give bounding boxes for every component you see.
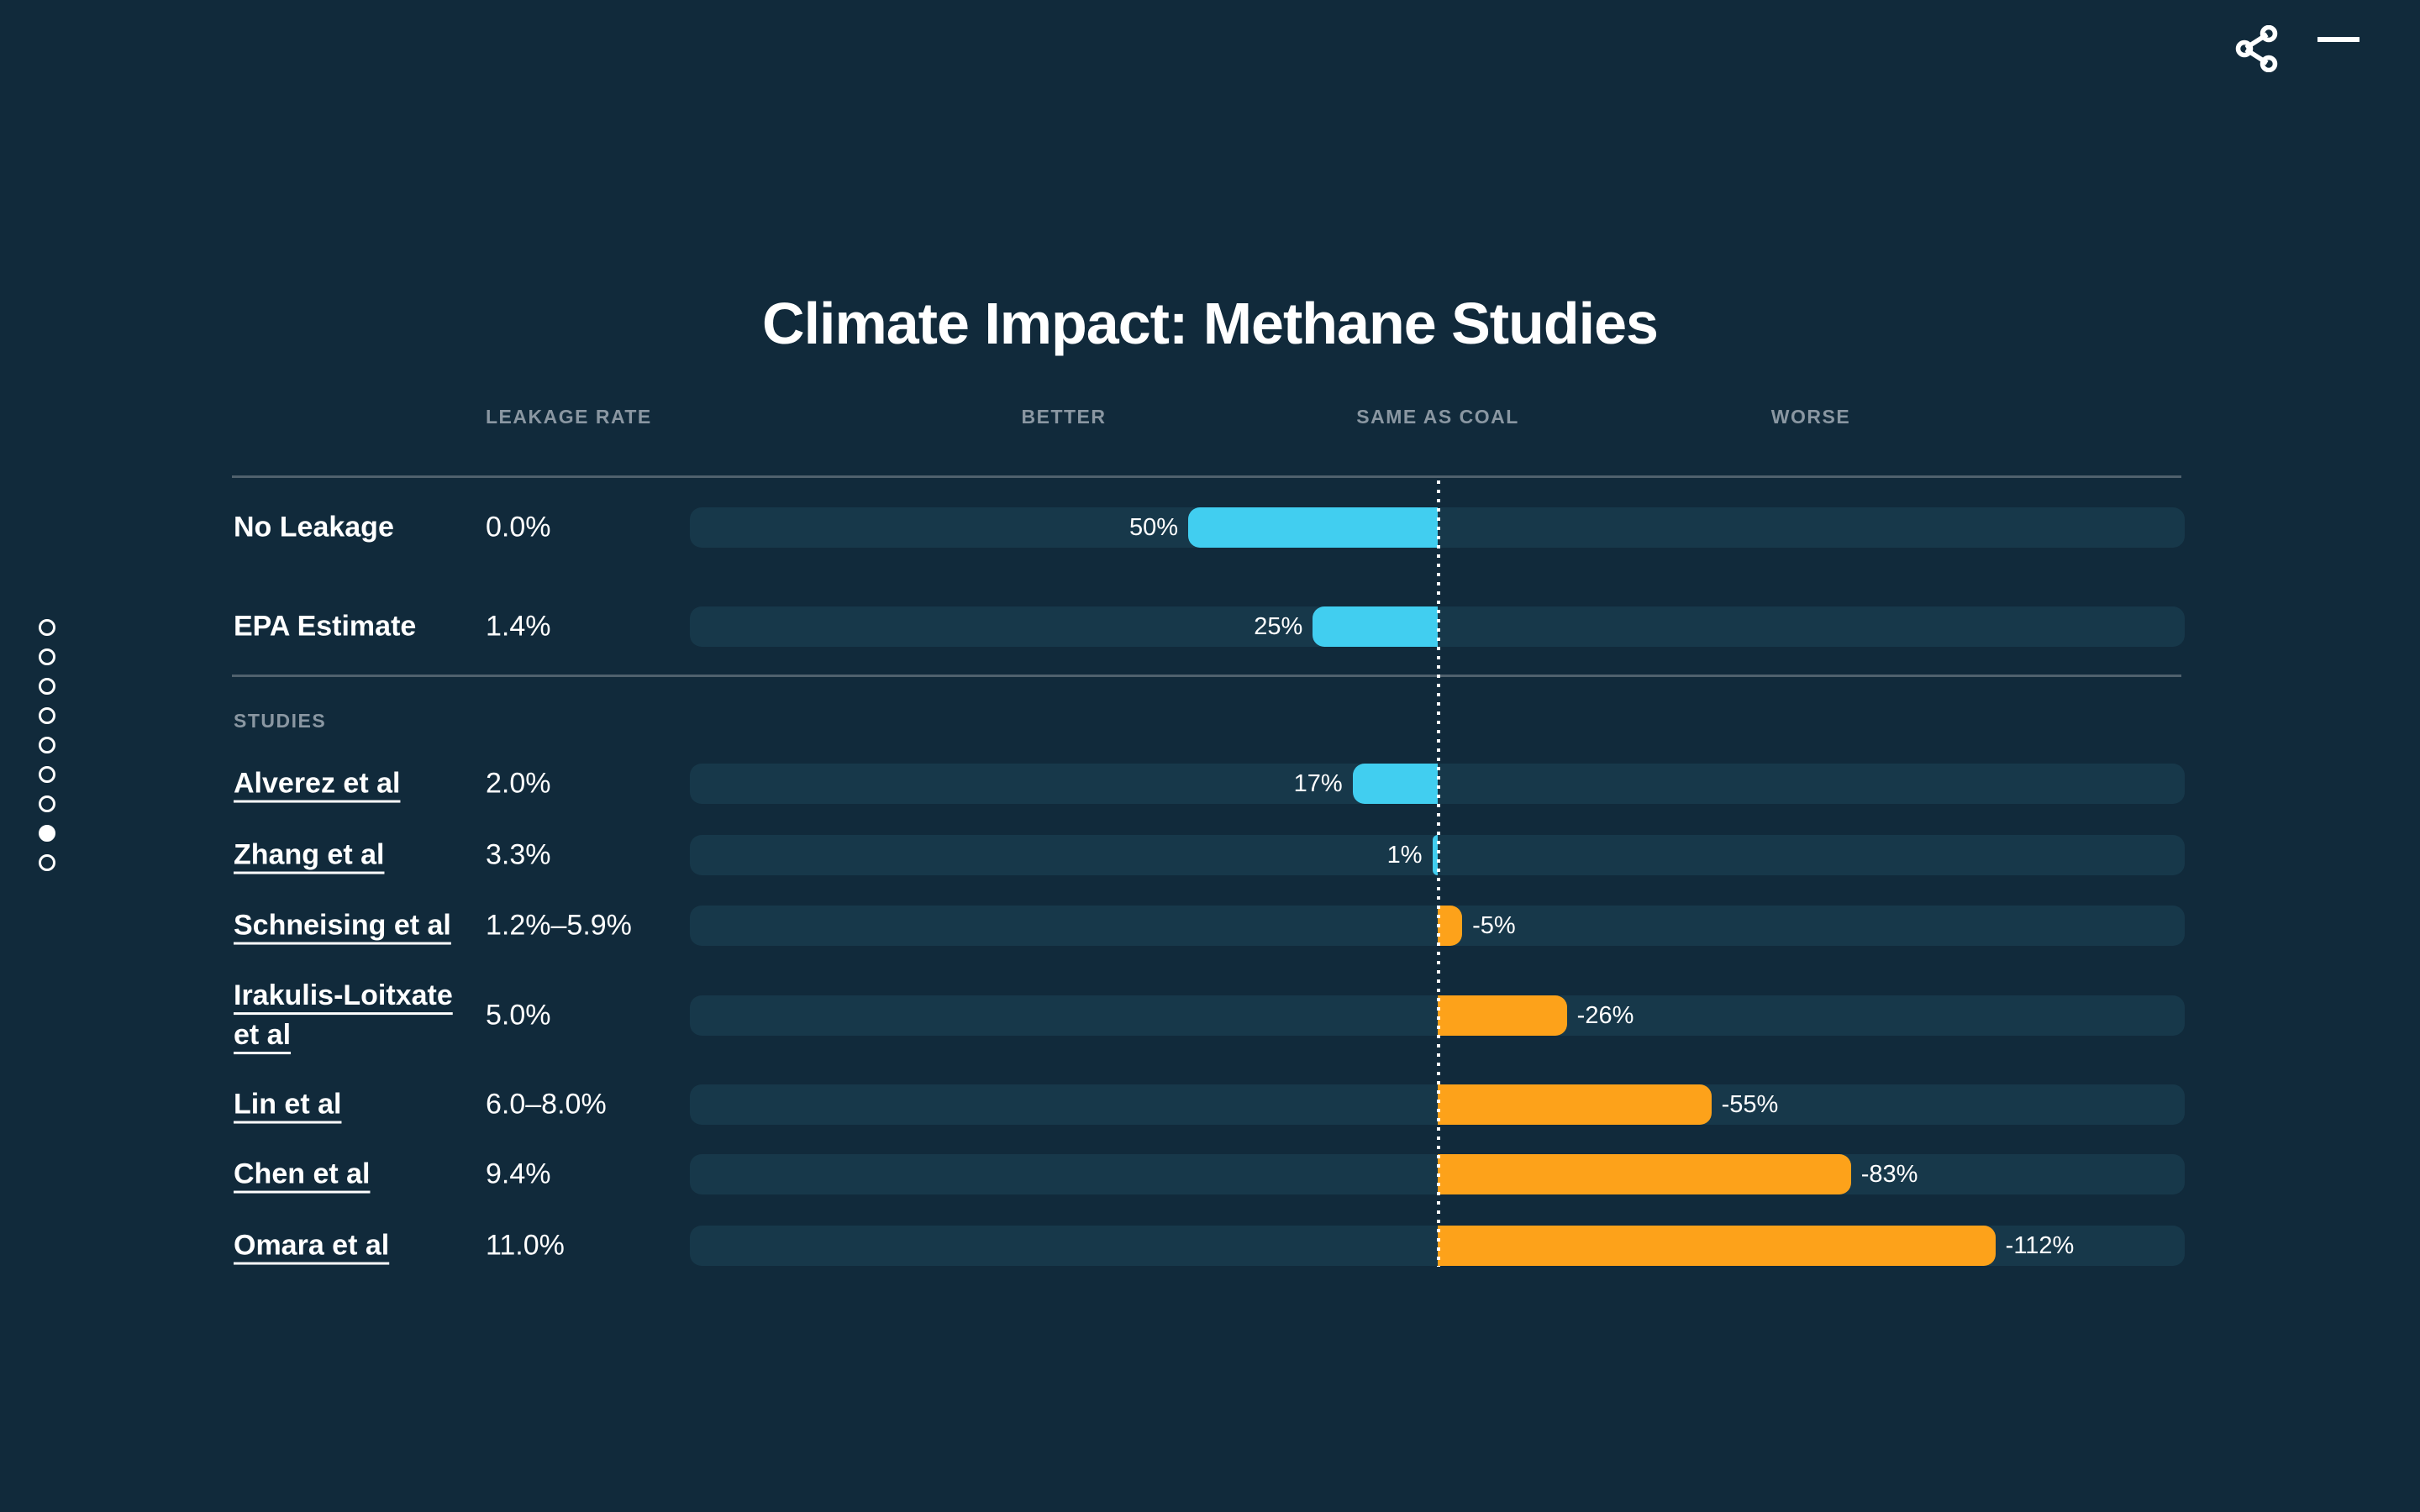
study-link[interactable]: Chen et al [234,1158,371,1190]
chart-row: Irakulis-Loitxate et al 5.0% -26% [234,979,2185,1051]
chart-row: Zhang et al 3.3% 1% [234,835,2185,875]
leakage-rate-value: 2.0% [486,767,551,800]
bar [1432,835,1438,875]
bar-value-label: 17% [1293,770,1343,797]
bar [1437,906,1463,946]
leakage-rate-value: 1.2%–5.9% [486,909,632,942]
bar-value-label: -5% [1472,912,1516,939]
study-link[interactable]: Lin et al [234,1088,342,1121]
menu-bar [2317,37,2360,42]
leakage-rate-value: 5.0% [486,999,551,1032]
study-link[interactable]: Omara et al [234,1229,390,1262]
bar [1437,995,1567,1036]
slide-dot-1[interactable] [39,619,55,636]
column-header-better: BETTER [1021,406,1107,428]
header-separator [232,475,2181,478]
studies-section-label: STUDIES [234,710,327,732]
slide-dot-8[interactable] [39,825,55,842]
leakage-rate-value: 11.0% [486,1229,565,1262]
slide-dot-6[interactable] [39,766,55,783]
study-link[interactable]: Schneising et al [234,909,451,942]
slide-dot-nav [39,619,55,871]
bar [1437,1226,1996,1266]
column-header-worse: WORSE [1770,406,1851,428]
column-header-leakage-rate: LEAKAGE RATE [486,406,652,428]
chart-row: EPA Estimate 1.4% 25% [234,606,2185,647]
share-icon[interactable] [2235,24,2279,73]
bar-value-label: 1% [1386,842,1423,869]
bar [1352,764,1438,804]
bar-value-label: -26% [1576,1002,1634,1029]
study-link[interactable]: Zhang et al [234,838,385,871]
bar-value-label: 50% [1128,514,1179,541]
slide-dot-7[interactable] [39,795,55,812]
bar-value-label: -112% [2005,1232,2075,1259]
row-label: No Leakage [234,511,394,543]
slide-dot-9[interactable] [39,854,55,871]
leakage-rate-value: 0.0% [486,511,551,543]
bar [1437,1084,1712,1125]
chart-row: No Leakage 0.0% 50% [234,507,2185,548]
leakage-rate-value: 1.4% [486,610,551,643]
bar-value-label: -83% [1860,1161,1918,1188]
bar [1437,1154,1851,1194]
slide-dot-2[interactable] [39,648,55,665]
leakage-rate-value: 3.3% [486,838,551,871]
chart-row: Omara et al 11.0% -112% [234,1226,2185,1266]
bar [1188,507,1438,548]
study-link[interactable]: Irakulis-Loitxate et al [234,979,453,1051]
bar [1313,606,1438,647]
row-label: EPA Estimate [234,610,417,643]
leakage-rate-value: 6.0–8.0% [486,1088,607,1121]
chart-row: Lin et al 6.0–8.0% -55% [234,1084,2185,1125]
same-as-coal-reference-line [1437,480,1440,1267]
chart-row: Chen et al 9.4% -83% [234,1154,2185,1194]
baseline-separator [232,675,2181,677]
bar-value-label: 25% [1254,613,1303,640]
slide-dot-5[interactable] [39,737,55,753]
leakage-rate-value: 9.4% [486,1158,551,1190]
page-title: Climate Impact: Methane Studies [762,290,1659,356]
slide-dot-3[interactable] [39,678,55,695]
menu-icon[interactable] [2317,37,2360,64]
chart-row: Schneising et al 1.2%–5.9% -5% [234,906,2185,946]
chart-row: Alverez et al 2.0% 17% [234,764,2185,804]
study-link[interactable]: Alverez et al [234,767,401,800]
bar-value-label: -55% [1721,1091,1779,1118]
column-header-same-as-coal: SAME AS COAL [1356,406,1519,428]
slide-dot-4[interactable] [39,707,55,724]
